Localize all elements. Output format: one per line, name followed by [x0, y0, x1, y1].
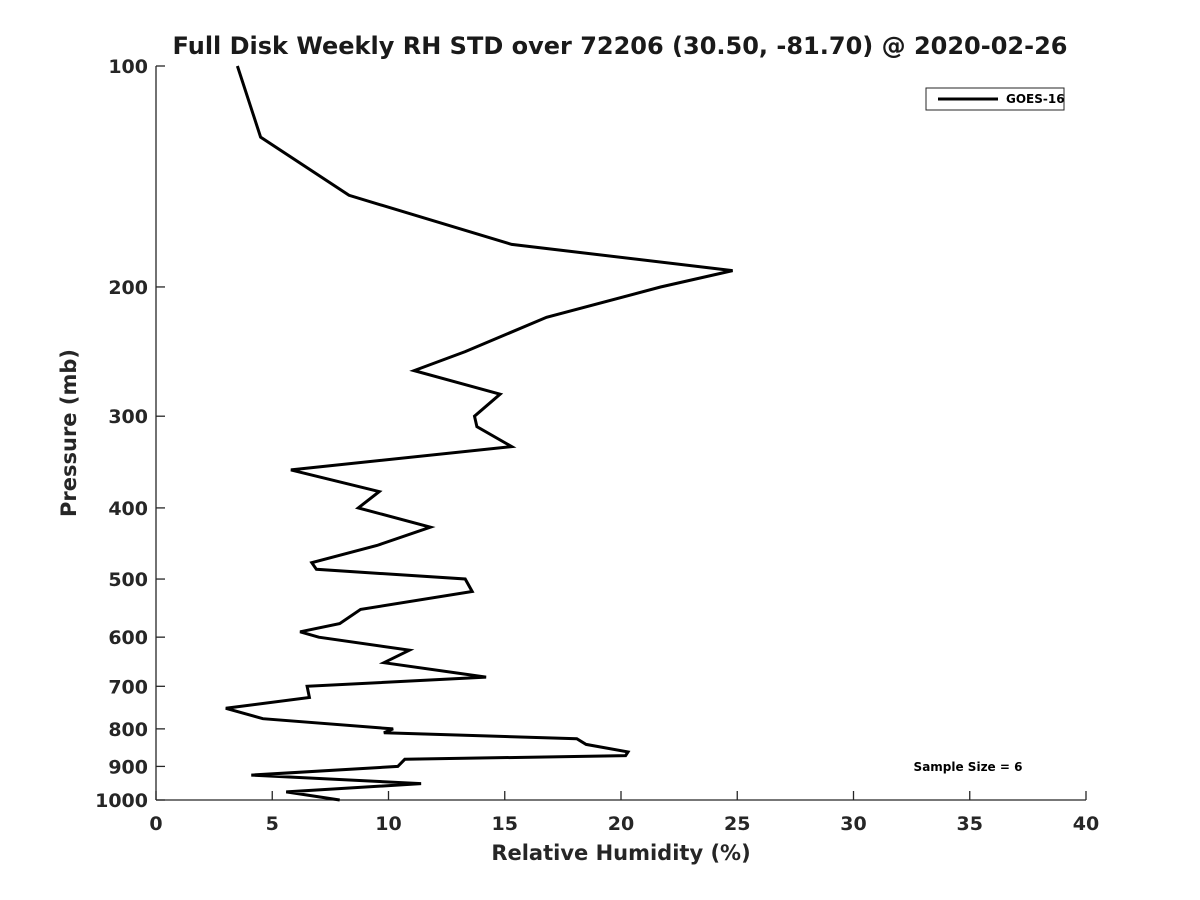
series-line-goes-16	[225, 65, 733, 802]
legend: GOES-16	[925, 87, 1065, 111]
y-tick-label: 800	[108, 719, 148, 741]
y-tick-label: 400	[108, 498, 148, 520]
y-tick-label: 1000	[95, 790, 148, 812]
x-tick-label: 35	[957, 813, 983, 835]
x-ticks: 0 5 10 15 20 25 30 35 40	[149, 791, 1099, 835]
y-axis-label: Pressure (mb)	[57, 349, 81, 517]
x-axis-label: Relative Humidity (%)	[491, 841, 750, 865]
x-tick-label: 0	[149, 813, 162, 835]
x-tick-label: 10	[375, 813, 401, 835]
y-tick-label: 300	[108, 406, 148, 428]
y-tick-label: 200	[108, 277, 148, 299]
legend-label-goes-16: GOES-16	[1006, 92, 1065, 106]
y-tick-label: 700	[108, 676, 148, 698]
y-tick-label: 100	[108, 56, 148, 78]
y-tick-label: 500	[108, 569, 148, 591]
series-group	[225, 65, 733, 802]
chart-title: Full Disk Weekly RH STD over 72206 (30.5…	[173, 32, 1068, 60]
x-tick-label: 15	[492, 813, 518, 835]
x-tick-label: 30	[840, 813, 866, 835]
x-tick-label: 20	[608, 813, 634, 835]
sample-size-annotation: Sample Size = 6	[914, 760, 1023, 774]
y-ticks: 100 200 300 400 500 600 700 800 900 1000	[95, 56, 165, 812]
y-tick-label: 900	[108, 756, 148, 778]
y-tick-label: 600	[108, 627, 148, 649]
x-tick-label: 5	[266, 813, 279, 835]
axes	[155, 66, 1086, 801]
x-tick-label: 25	[724, 813, 750, 835]
x-tick-label: 40	[1073, 813, 1099, 835]
